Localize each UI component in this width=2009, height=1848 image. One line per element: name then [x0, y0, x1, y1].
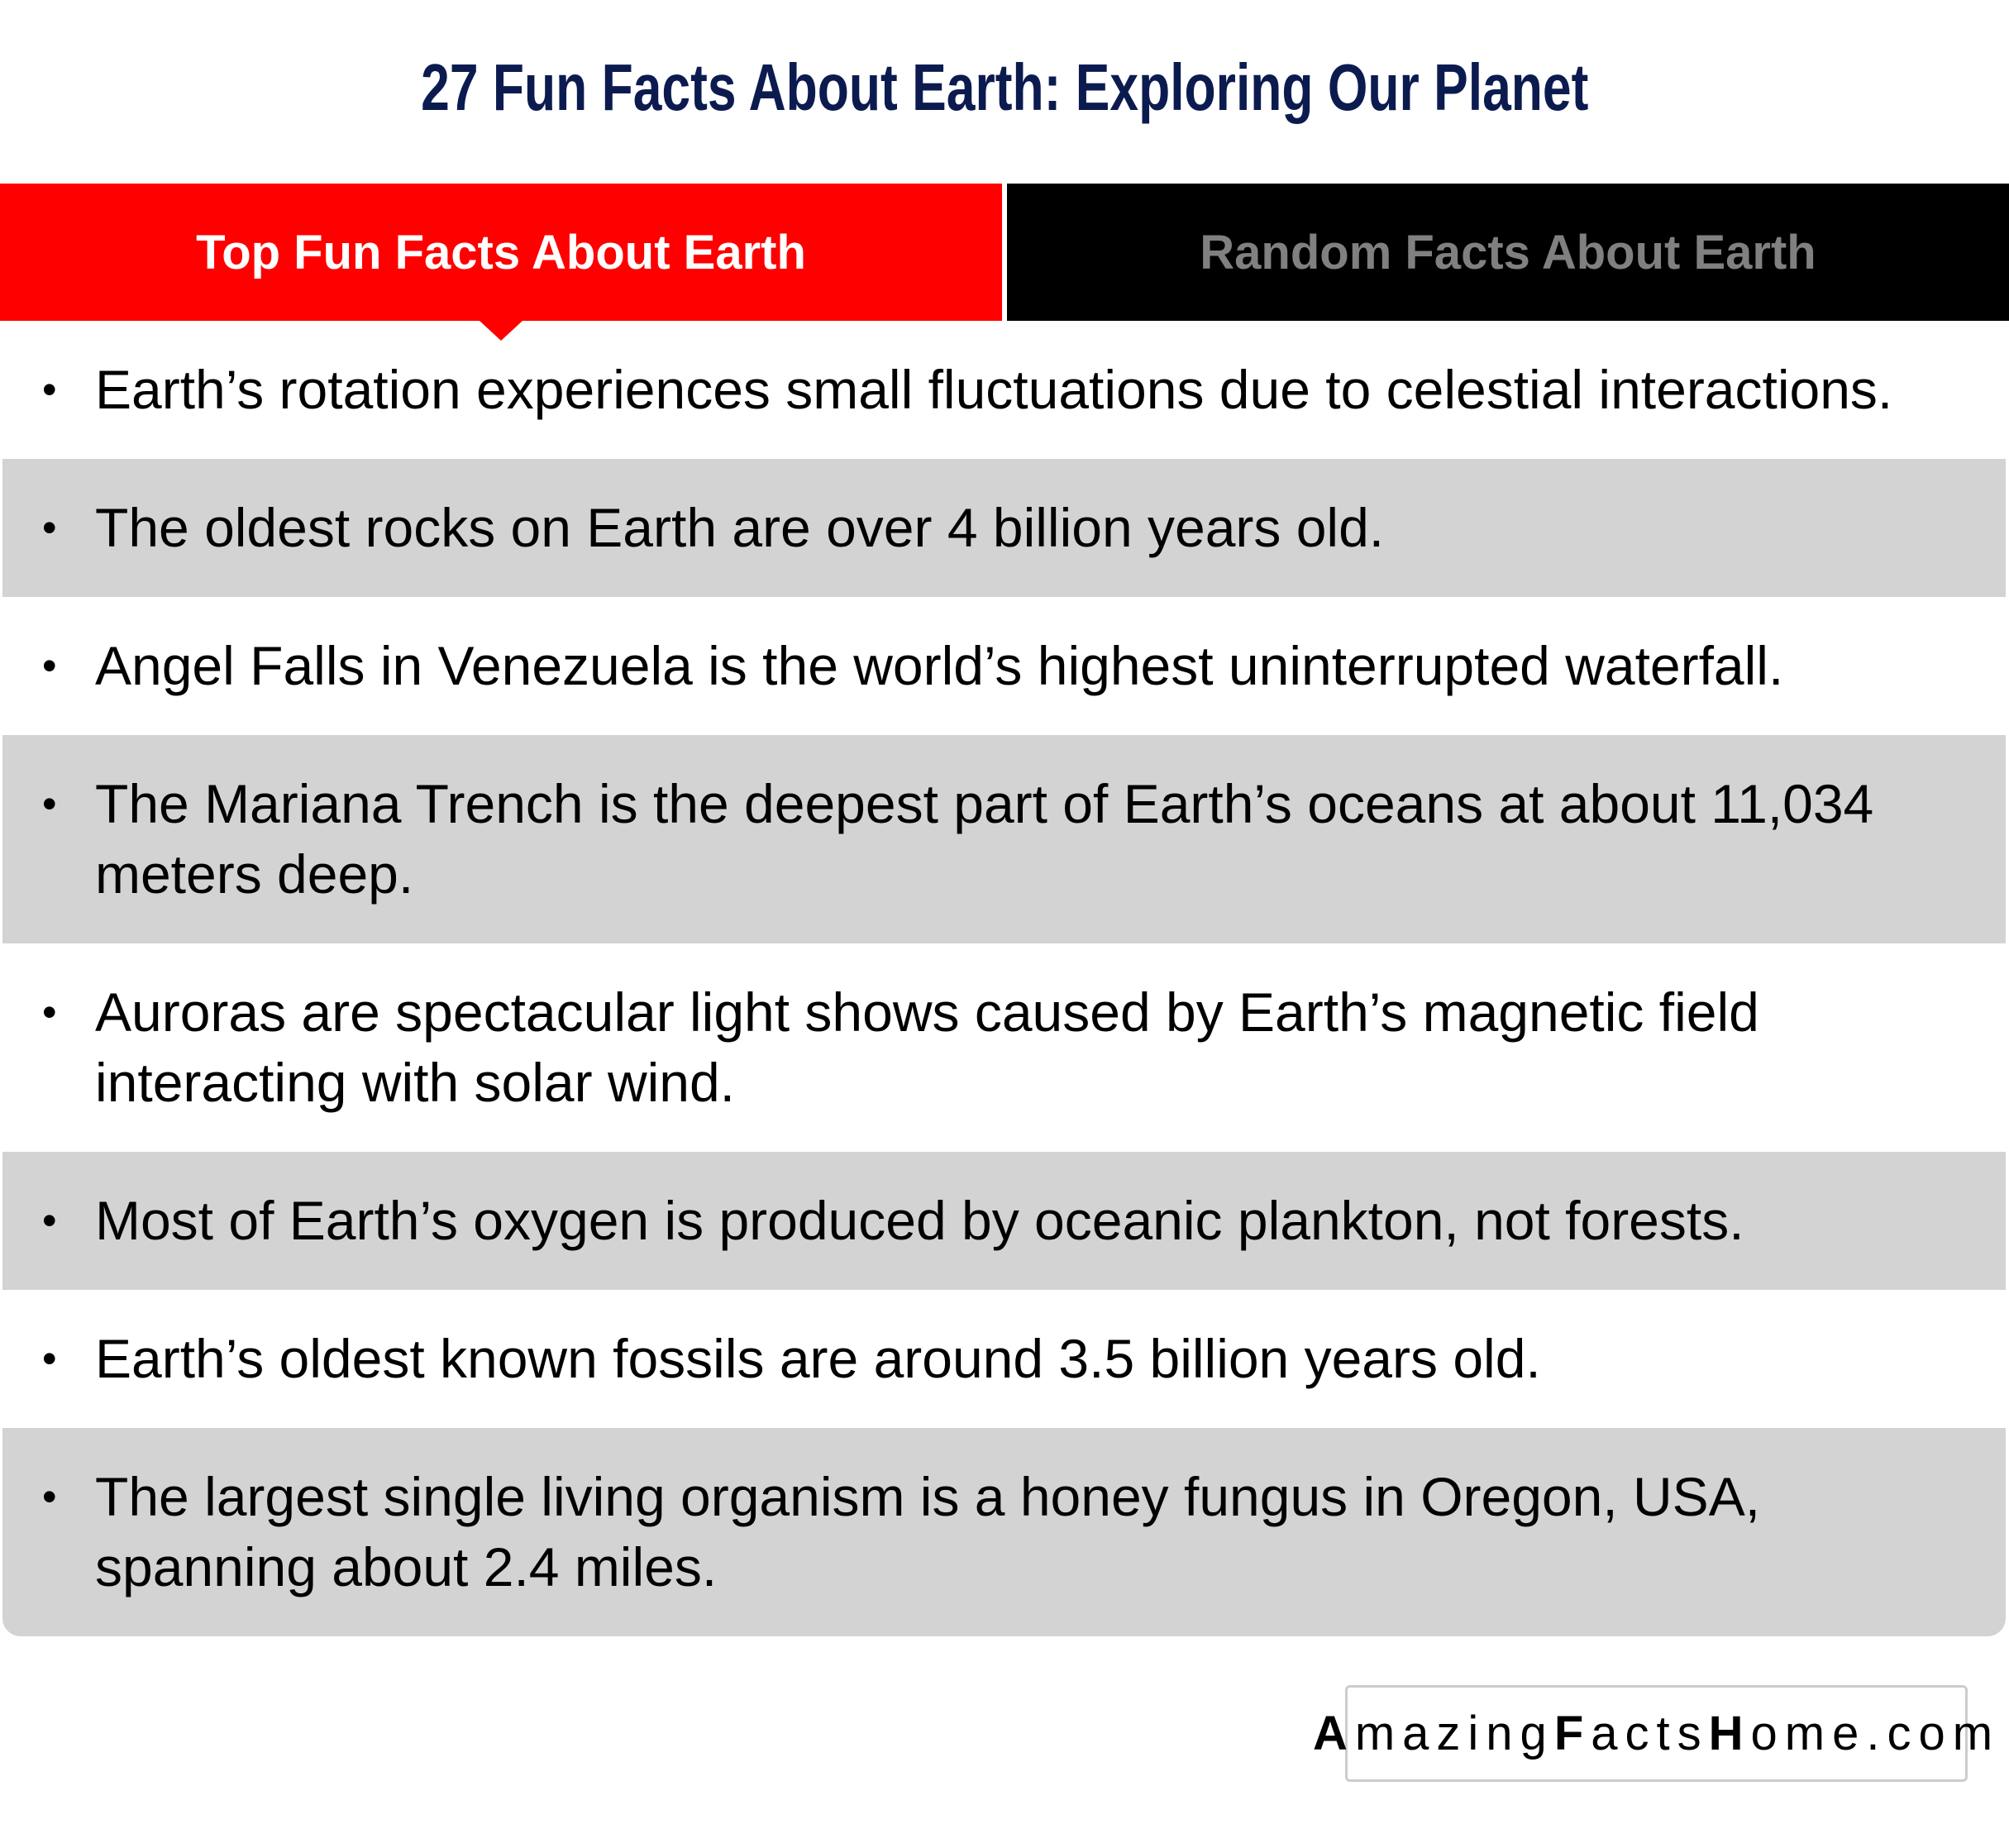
list-item: • Auroras are spectacular light shows cau…	[2, 943, 2006, 1152]
bullet-icon: •	[42, 1473, 57, 1520]
fact-text: Auroras are spectacular light shows caus…	[95, 981, 1759, 1113]
fact-text: Earth’s oldest known fossils are around …	[95, 1328, 1541, 1389]
tab-random-facts[interactable]: Random Facts About Earth	[1007, 184, 2009, 321]
watermark-part: ome.com	[1750, 1707, 2001, 1760]
watermark-part: H	[1708, 1707, 1751, 1760]
bullet-icon: •	[42, 781, 57, 827]
list-item: • Angel Falls in Venezuela is the world’s…	[2, 597, 2006, 735]
header: 27 Fun Facts About Earth: Exploring Our …	[0, 50, 2009, 126]
list-item: • Earth’s oldest known fossils are around…	[2, 1290, 2006, 1428]
list-item: • Most of Earth’s oxygen is produced by o…	[2, 1152, 2006, 1290]
fact-text: The Mariana Trench is the deepest part o…	[95, 773, 1874, 905]
watermark-part: F	[1553, 1707, 1591, 1760]
list-item: • The Mariana Trench is the deepest part …	[2, 735, 2006, 943]
list-item: • The oldest rocks on Earth are over 4 bi…	[2, 459, 2006, 597]
bullet-icon: •	[42, 366, 57, 413]
list-item: • Earth’s rotation experiences small fluc…	[2, 321, 2006, 459]
tab-bar: Top Fun Facts About Earth Random Facts A…	[0, 184, 2009, 341]
fact-text: Most of Earth’s oxygen is produced by oc…	[95, 1190, 1744, 1251]
fact-text: The oldest rocks on Earth are over 4 bil…	[95, 497, 1385, 558]
watermark-part: A	[1312, 1707, 1355, 1760]
list-item: • The largest single living organism is a…	[2, 1428, 2006, 1636]
fact-text: Angel Falls in Venezuela is the world’s …	[95, 635, 1784, 696]
facts-list: • Earth’s rotation experiences small fluc…	[2, 321, 2006, 1636]
bullet-icon: •	[42, 1335, 57, 1382]
bullet-icon: •	[42, 1197, 57, 1244]
page-title: 27 Fun Facts About Earth: Exploring Our …	[420, 50, 1589, 124]
tab-top-fun-facts[interactable]: Top Fun Facts About Earth	[0, 184, 1002, 321]
fact-text: The largest single living organism is a …	[95, 1466, 1761, 1597]
bullet-icon: •	[42, 504, 57, 551]
bullet-icon: •	[42, 642, 57, 689]
watermark-part: acts	[1591, 1707, 1709, 1760]
fact-text: Earth’s rotation experiences small fluct…	[95, 359, 1893, 420]
watermark-part: mazing	[1354, 1707, 1554, 1760]
active-tab-indicator	[480, 321, 523, 341]
bullet-icon: •	[42, 989, 57, 1035]
